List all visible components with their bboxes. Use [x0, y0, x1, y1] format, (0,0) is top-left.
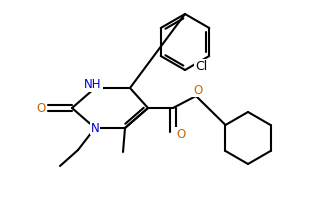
Text: O: O	[193, 84, 203, 96]
Text: O: O	[176, 127, 186, 141]
Text: Cl: Cl	[195, 60, 207, 73]
Text: N: N	[91, 121, 99, 134]
Text: NH: NH	[84, 78, 102, 92]
Text: O: O	[36, 102, 45, 114]
